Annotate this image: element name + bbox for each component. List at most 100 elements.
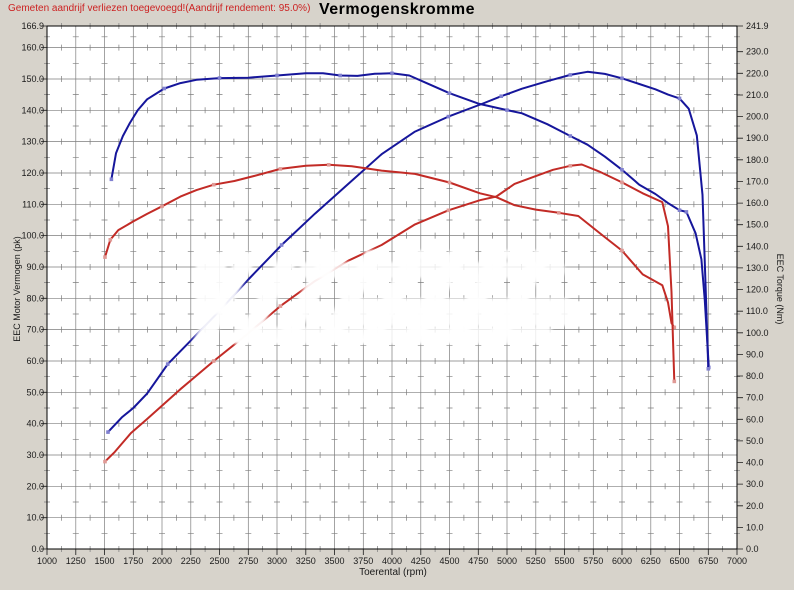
right-axis-title: EEC Torque (Nm) [775,253,785,325]
blue-power-marker [106,430,110,434]
red-power-marker [568,164,573,168]
curve-layer [103,70,711,464]
blue-power-marker [568,73,573,77]
x-tick-label: 3250 [296,556,316,566]
x-tick-label: 1500 [94,556,114,566]
right-tick-label: 10.0 [746,522,764,532]
right-tick-label: 160.0 [746,198,769,208]
red-torque-marker [103,255,107,259]
right-tick-label: 220.0 [746,68,769,78]
x-tick-label: 6500 [669,556,689,566]
left-tick-label: 160.0 [21,43,44,53]
blue-power-marker [677,96,682,101]
left-tick-label: 40.0 [26,419,44,429]
left-tick-label: 110.0 [22,199,44,209]
page-title: Vermogenskromme [318,1,475,18]
right-tick-label: 30.0 [746,479,764,489]
red-power-markers [103,164,677,464]
x-tick-label: 2250 [181,556,201,566]
red-torque-marker [278,167,283,171]
x-tick-label: 1750 [123,556,143,566]
left-tick-label: 100.0 [21,231,44,241]
right-tick-label: 120.0 [746,285,769,295]
red-power-marker [672,379,677,384]
red-power-marker [446,208,451,213]
right-tick-label: 140.0 [746,241,769,251]
blue-torque-marker [684,210,689,214]
right-tick-label: 150.0 [746,220,769,230]
blue-torque-marker [447,91,452,95]
red-torque-marker [447,180,452,185]
blue-power-marker [706,367,711,371]
blue-power-marker [165,362,170,366]
right-tick-label: 130.0 [746,263,769,273]
left-tick-label: 0.0 [31,544,44,554]
right-tick-label: 40.0 [746,458,764,468]
left-tick-label: 130.0 [21,137,44,147]
red-torque-markers [103,163,677,330]
left-tick-label: 60.0 [26,356,44,366]
x-tick-label: 6250 [641,556,661,566]
blue-power-marker [446,114,451,119]
x-tick-label: 2000 [152,556,172,566]
right-tick-label: 210.0 [746,90,769,100]
x-tick-label: 3000 [267,556,287,566]
x-tick-label: 5250 [526,556,546,566]
red-power-curve [104,163,676,463]
x-tick-label: 1000 [37,556,57,566]
blue-power-marker [620,76,624,81]
red-power-marker [103,459,107,464]
left-tick-label: 50.0 [26,387,44,397]
right-tick-label: 20.0 [746,501,764,511]
right-tick-label: 70.0 [746,393,764,403]
x-tick-label: 6750 [698,556,718,566]
red-torque-marker [557,211,561,215]
blue-torque-marker [275,73,279,78]
right-tick-label: 100.0 [746,328,769,338]
red-torque-marker [326,163,331,167]
x-tick-label: 2500 [209,556,229,566]
x-tick-label: 4500 [439,556,459,566]
x-tick-label: 5750 [583,556,603,566]
blue-torque-marker [677,208,682,212]
red-torque-marker [160,204,164,209]
left-tick-label: 80.0 [26,293,44,303]
left-tick-label: 140.0 [21,105,44,115]
x-tick-label: 7000 [727,556,747,566]
right-tick-label: 180.0 [746,155,769,165]
x-tick-label: 2750 [238,556,258,566]
red-torque-marker [211,182,216,187]
x-tick-label: 5500 [554,556,574,566]
left-tick-label: 166.9 [21,21,44,31]
x-tick-label: 6000 [612,556,632,566]
x-tick-label: 4250 [411,556,431,566]
right-tick-label: 230.0 [746,47,769,57]
axis-ticks [41,25,743,555]
right-tick-label: 170.0 [746,177,769,187]
right-tick-label: 200.0 [746,112,769,122]
tick-labels: 166.9 160.0 150.0 140.0 130.0 120.0 110.0 100.0… [21,21,768,566]
right-tick-label: 90.0 [746,349,764,359]
left-axis-title: EEC Motor Vermogen (pk) [12,236,22,342]
right-tick-label: 50.0 [746,436,764,446]
left-tick-label: 150.0 [21,74,44,84]
blue-torque-marker [390,71,394,76]
red-torque-marker [620,248,624,253]
x-tick-label: 4000 [382,556,402,566]
drivetrain-loss-note: Gemeten aandrijf verliezen toegevoegd!(A… [8,3,311,14]
blue-torque-marker [162,86,167,91]
left-tick-label: 20.0 [26,481,44,491]
right-tick-label: 241.9 [746,21,769,31]
red-power-marker [620,180,624,185]
blue-power-marker [279,243,284,247]
right-tick-label: 190.0 [746,133,769,143]
right-tick-label: 80.0 [746,371,764,381]
x-tick-label: 1250 [66,556,86,566]
blue-torque-marker [568,134,573,138]
right-tick-label: 0.0 [746,544,759,554]
blue-torque-marker [109,177,114,182]
blue-torque-marker [338,73,342,78]
left-tick-label: 10.0 [26,513,44,523]
red-power-marker [211,359,216,363]
